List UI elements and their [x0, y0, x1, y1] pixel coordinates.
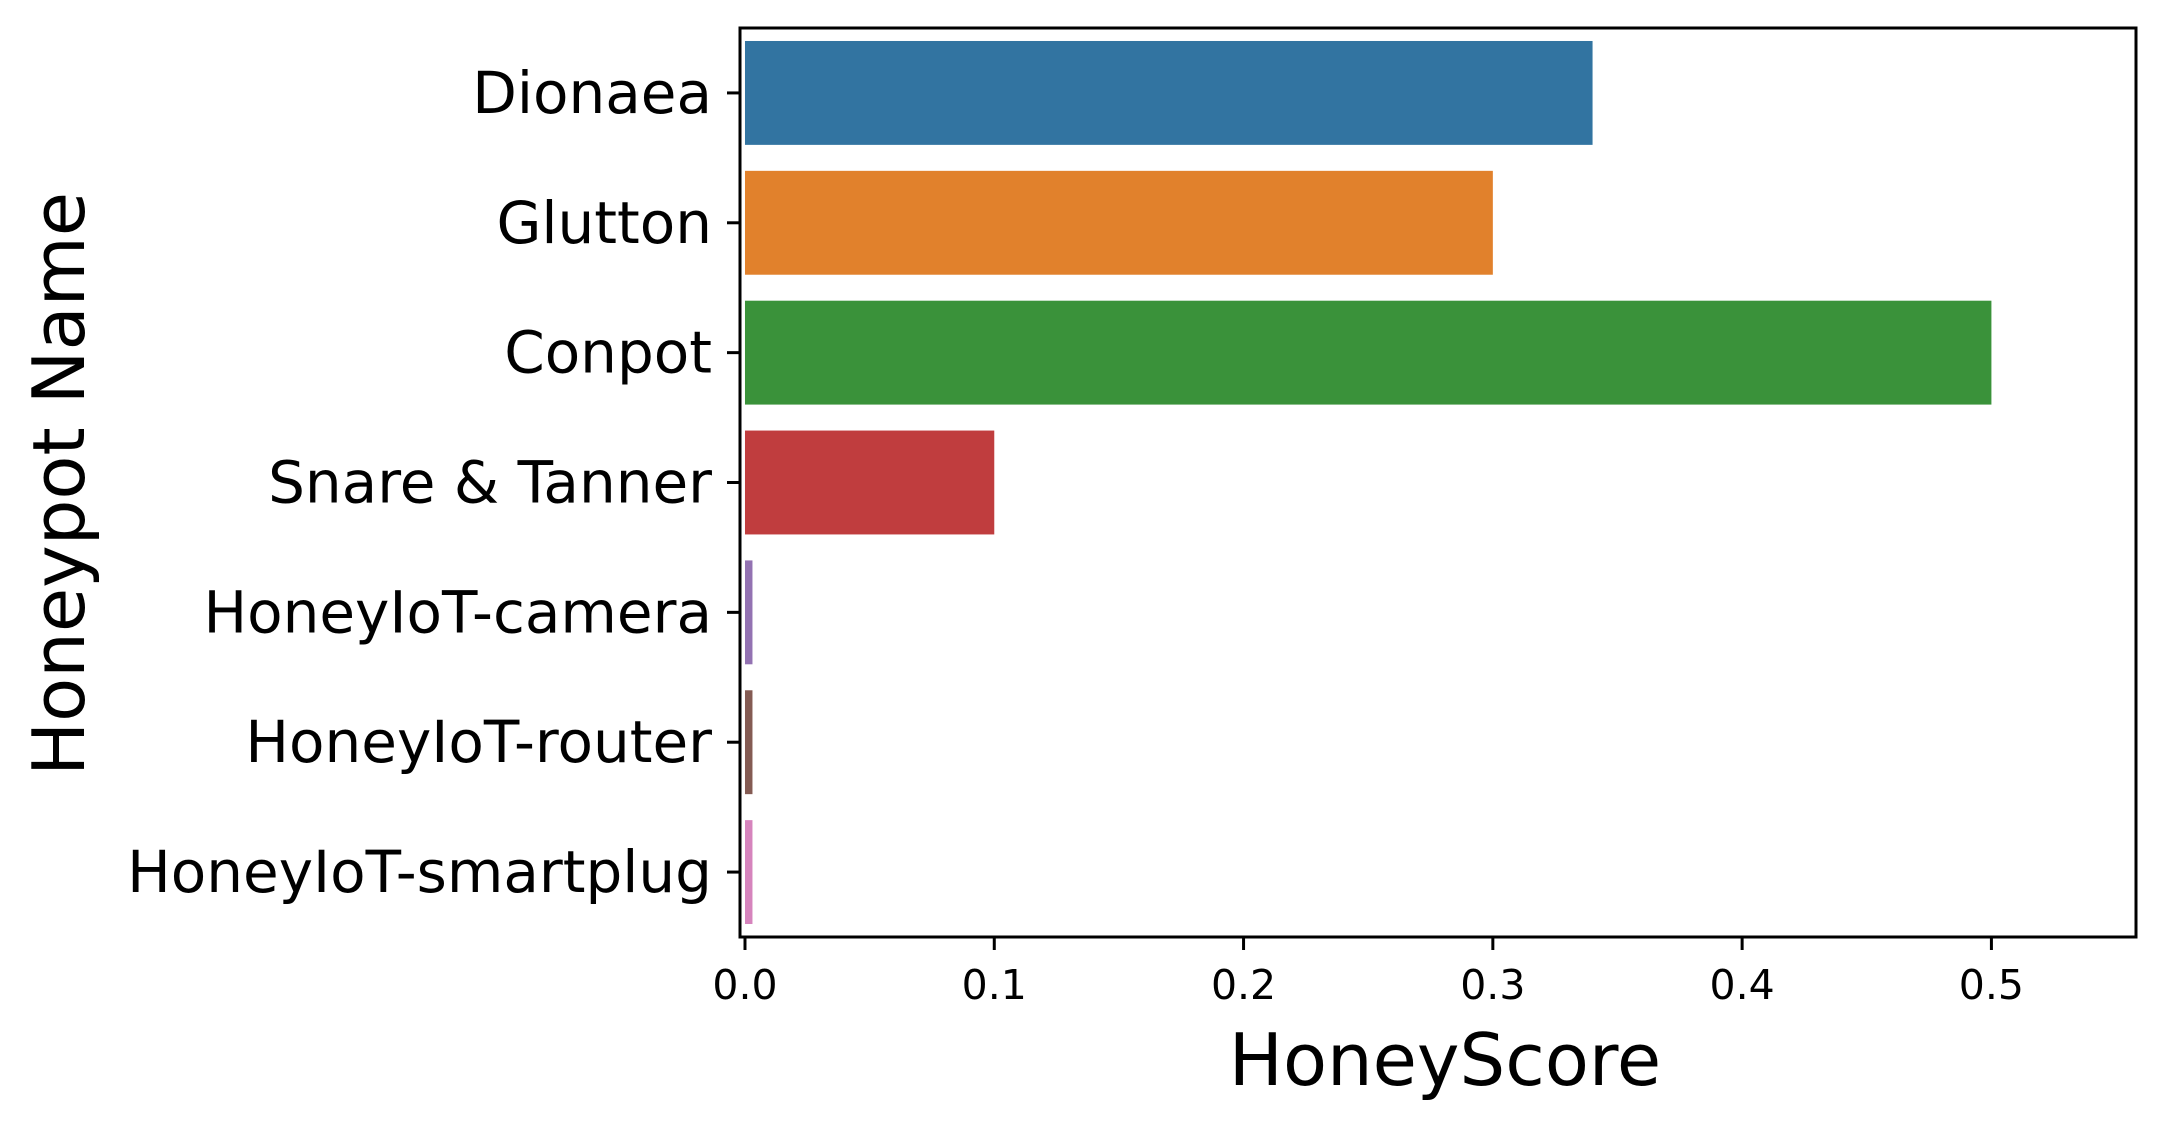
y-axis-ticks: Dionaea Glutton Conpot Snare & Tanner HoneyI… — [127, 59, 740, 906]
bar-5 — [744, 560, 753, 665]
y-tick-label: HoneyIoT-camera — [204, 578, 713, 646]
y-tick-label: HoneyIoT-router — [245, 708, 712, 776]
bar-3 — [744, 300, 1992, 405]
bar-1 — [744, 40, 1593, 145]
x-axis-ticks: 0.0 0.1 0.2 0.3 0.4 0.5 — [712, 937, 2024, 1009]
plot-frame — [738, 26, 2138, 939]
x-tick-label: 0.1 — [962, 961, 1027, 1009]
bar-6 — [744, 690, 753, 795]
y-tick-label: Dionaea — [472, 59, 712, 127]
y-tick-label: HoneyIoT-smartplug — [127, 838, 712, 906]
bar-7 — [744, 820, 753, 925]
y-tick-label: Conpot — [504, 319, 712, 387]
x-axis-label: HoneyScore — [1229, 1018, 1661, 1102]
y-axis-label: Honeypot Name — [17, 192, 101, 776]
bar-2 — [744, 170, 1493, 275]
x-tick-label: 0.3 — [1460, 961, 1525, 1009]
y-tick-label: Snare & Tanner — [268, 449, 712, 517]
y-tick-label: Glutton — [496, 189, 712, 257]
bar-4 — [744, 430, 995, 535]
x-tick-label: 0.5 — [1959, 961, 2024, 1009]
x-tick-label: 0.4 — [1710, 961, 1775, 1009]
x-tick-label: 0.0 — [712, 961, 777, 1009]
bars-layer — [744, 40, 1992, 925]
x-tick-label: 0.2 — [1211, 961, 1276, 1009]
